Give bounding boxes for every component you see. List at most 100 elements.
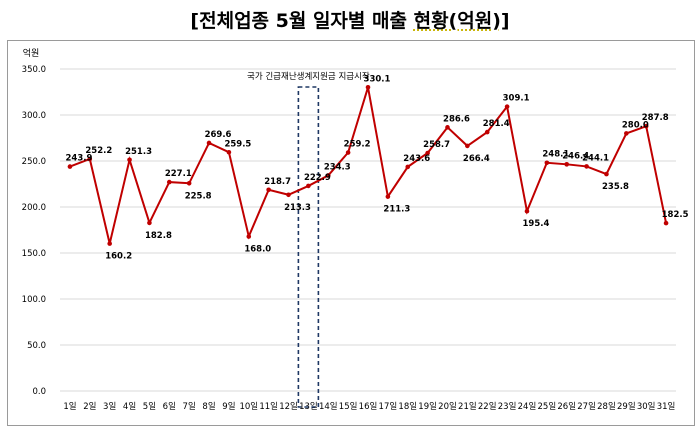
- data-label: 252.2: [85, 146, 112, 156]
- data-point: [306, 183, 311, 189]
- data-point: [663, 220, 669, 226]
- data-point: [385, 194, 391, 199]
- y-tick-label: 250.0: [22, 157, 46, 167]
- x-tick-label: 17일: [379, 402, 398, 412]
- x-tick-label: 31일: [657, 402, 676, 412]
- y-tick-label: 150.0: [22, 249, 46, 259]
- x-tick-label: 27일: [577, 402, 596, 412]
- x-tick-label: 25일: [538, 402, 557, 412]
- data-label: 258.7: [423, 140, 450, 150]
- x-tick-label: 24일: [518, 402, 537, 412]
- title-prefix: [전체업종 5월 일자별 매출: [190, 10, 414, 32]
- data-point: [564, 162, 570, 167]
- x-tick-label: 28일: [597, 402, 616, 412]
- x-tick-label: 30일: [637, 402, 656, 412]
- data-point: [246, 234, 252, 239]
- data-point: [405, 164, 411, 170]
- data-label: 168.0: [244, 244, 271, 254]
- chart-area: 억원 0.0 50.0 100.0 150.0 200.0 250.0 300.0 350.0…: [7, 40, 695, 426]
- data-label: 182.5: [662, 210, 689, 220]
- x-tick-label: 18일: [398, 402, 417, 412]
- x-tick-label: 10일: [239, 402, 258, 412]
- y-tick-label: 350.0: [22, 65, 46, 75]
- data-label: 222.9: [304, 173, 331, 183]
- data-point: [425, 150, 430, 156]
- data-label: 248.1: [542, 150, 569, 160]
- data-point: [465, 143, 470, 149]
- x-tick-label: 22일: [478, 402, 497, 412]
- data-label: 259.5: [224, 139, 251, 149]
- y-tick-label: 50.0: [27, 341, 46, 351]
- y-tick-label: 200.0: [22, 203, 46, 213]
- data-label: 266.4: [463, 154, 490, 164]
- data-label: 259.2: [344, 140, 371, 150]
- x-tick-label: 7일: [183, 402, 196, 412]
- data-label: 251.3: [125, 147, 152, 157]
- x-tick-label: 29일: [617, 402, 636, 412]
- data-point: [147, 220, 152, 226]
- data-point: [166, 179, 172, 185]
- data-point: [544, 160, 550, 166]
- data-point: [87, 156, 93, 162]
- data-point: [524, 208, 530, 214]
- page-title: [전체업종 5월 일자별 매출 현황(억원)]: [0, 6, 700, 33]
- data-point: [584, 164, 589, 169]
- x-tick-label: 5일: [143, 402, 156, 412]
- data-label: 211.3: [383, 205, 410, 215]
- data-point: [286, 192, 291, 198]
- data-label: 235.8: [602, 182, 629, 192]
- x-tick-label: 2일: [83, 402, 96, 412]
- x-axis-ticks: 1일 2일 3일 4일 5일 6일 7일 8일 9일 10일 11일 12일 13일 14일 15일 16일 1…: [63, 402, 675, 412]
- data-point: [504, 104, 510, 109]
- data-label: 213.3: [284, 203, 311, 213]
- data-label: 160.2: [105, 252, 132, 262]
- data-point: [266, 187, 271, 193]
- data-label: 243.9: [65, 154, 92, 164]
- data-label: 234.3: [324, 162, 351, 172]
- annotation: 국가 긴급재난생계지원금 지급시작: [247, 71, 370, 408]
- data-point: [206, 140, 212, 146]
- data-point: [604, 171, 609, 177]
- data-label: 227.1: [165, 169, 192, 179]
- x-tick-label: 4일: [123, 402, 136, 412]
- x-tick-label: 21일: [458, 402, 477, 412]
- data-label: 195.4: [523, 219, 550, 229]
- grid-lines: [60, 68, 676, 392]
- x-tick-label: 20일: [438, 402, 457, 412]
- title-suffix: ]: [500, 10, 510, 32]
- data-point: [484, 129, 490, 135]
- x-tick-label: 6일: [163, 402, 176, 412]
- data-label: 244.1: [582, 153, 609, 163]
- line-chart: 억원 0.0 50.0 100.0 150.0 200.0 250.0 300.0 350.0…: [22, 47, 689, 412]
- series-red: [67, 85, 669, 246]
- x-tick-label: 9일: [222, 402, 235, 412]
- data-label: 287.8: [642, 113, 669, 123]
- data-label: 218.7: [264, 177, 291, 187]
- data-point: [226, 149, 232, 155]
- x-tick-label: 14일: [319, 402, 338, 412]
- data-point: [365, 85, 371, 90]
- x-tick-label: 26일: [557, 402, 576, 412]
- data-point: [624, 131, 629, 136]
- data-point: [186, 180, 192, 186]
- data-label: 309.1: [503, 94, 530, 104]
- y-tick-label: 0.0: [32, 387, 46, 397]
- y-axis-label: 억원: [23, 47, 40, 59]
- y-tick-label: 300.0: [22, 111, 46, 121]
- y-tick-label: 100.0: [22, 295, 46, 305]
- data-label: 225.8: [185, 191, 212, 201]
- x-tick-label: 3일: [103, 402, 116, 412]
- x-tick-label: 11일: [259, 402, 278, 412]
- data-point: [345, 150, 351, 155]
- data-label: 182.8: [145, 231, 172, 241]
- data-label: 286.6: [443, 114, 470, 124]
- data-point: [643, 123, 649, 129]
- x-tick-label: 1일: [63, 402, 76, 412]
- data-point: [445, 125, 450, 130]
- data-point: [325, 173, 331, 178]
- data-label: 280.0: [622, 120, 649, 130]
- annotation-label: 국가 긴급재난생계지원금 지급시작: [247, 71, 370, 82]
- data-point: [127, 157, 132, 163]
